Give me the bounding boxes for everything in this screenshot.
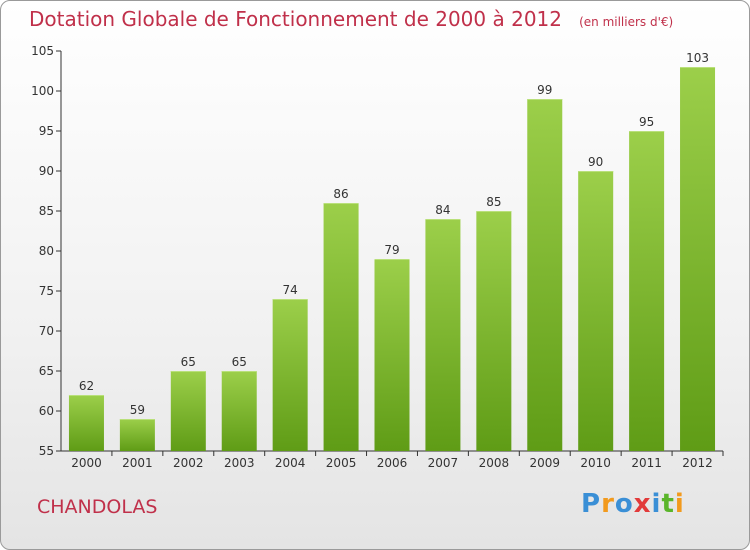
logo-letter: r bbox=[601, 489, 615, 519]
bar bbox=[527, 99, 563, 451]
bar bbox=[578, 171, 614, 451]
data-label: 62 bbox=[79, 379, 94, 393]
data-label: 99 bbox=[537, 83, 552, 97]
y-tick-label: 100 bbox=[31, 84, 54, 98]
bar bbox=[170, 371, 206, 451]
data-label: 84 bbox=[435, 203, 450, 217]
bar bbox=[425, 219, 461, 451]
y-tick-label: 80 bbox=[39, 244, 54, 258]
chart-unit-label: (en milliers d'€) bbox=[579, 15, 674, 29]
x-tick-label: 2008 bbox=[479, 456, 510, 470]
x-tick-label: 2012 bbox=[682, 456, 713, 470]
data-label: 65 bbox=[181, 355, 196, 369]
x-tick-label: 2005 bbox=[326, 456, 357, 470]
y-tick-label: 75 bbox=[39, 284, 54, 298]
data-label: 95 bbox=[639, 115, 654, 129]
data-label: 90 bbox=[588, 155, 603, 169]
x-tick-label: 2006 bbox=[377, 456, 408, 470]
proxiti-logo: Proxiti bbox=[581, 489, 685, 519]
data-label: 79 bbox=[384, 243, 399, 257]
data-label: 65 bbox=[232, 355, 247, 369]
commune-name: CHANDOLAS bbox=[37, 496, 158, 518]
x-tick-label: 2003 bbox=[224, 456, 255, 470]
y-tick-label: 90 bbox=[39, 164, 54, 178]
chart-title: Dotation Globale de Fonctionnement de 20… bbox=[29, 7, 562, 31]
y-tick-label: 60 bbox=[39, 404, 54, 418]
logo-letter: x bbox=[633, 489, 652, 519]
bar-chart: 55 60 65 70 75 80 85 90 95 100 105 2000 2001 2002 2003… bbox=[31, 44, 724, 470]
title-row: Dotation Globale de Fonctionnement de 20… bbox=[29, 7, 673, 31]
x-tick-label: 2000 bbox=[71, 456, 102, 470]
bar bbox=[629, 131, 665, 451]
data-label: 86 bbox=[333, 187, 348, 201]
bar bbox=[272, 299, 308, 451]
data-label: 74 bbox=[283, 283, 298, 297]
x-tick-label: 2009 bbox=[529, 456, 560, 470]
bars bbox=[68, 67, 716, 451]
data-label: 59 bbox=[130, 403, 145, 417]
x-tick-label: 2010 bbox=[580, 456, 611, 470]
x-tick-label: 2001 bbox=[122, 456, 153, 470]
bar bbox=[68, 395, 104, 451]
data-label: 103 bbox=[686, 51, 709, 65]
y-tick-label: 85 bbox=[39, 204, 54, 218]
x-tick-label: 2007 bbox=[428, 456, 459, 470]
bar bbox=[119, 419, 155, 451]
x-tick-label: 2011 bbox=[631, 456, 662, 470]
logo-letter: t bbox=[661, 489, 675, 519]
bar bbox=[374, 259, 410, 451]
logo-letter: P bbox=[581, 489, 602, 519]
bar bbox=[323, 203, 359, 451]
logo-letter: o bbox=[614, 489, 634, 519]
x-tick-label: 2004 bbox=[275, 456, 306, 470]
data-label: 85 bbox=[486, 195, 501, 209]
y-tick-label: 65 bbox=[39, 364, 54, 378]
y-tick-label: 105 bbox=[31, 44, 54, 58]
bar bbox=[221, 371, 257, 451]
x-tick-label: 2002 bbox=[173, 456, 204, 470]
data-labels: 62 59 65 65 74 86 79 84 85 99 90 95 103 bbox=[79, 51, 709, 417]
y-tick-label: 95 bbox=[39, 124, 54, 138]
bar bbox=[680, 67, 716, 451]
axes: 55 60 65 70 75 80 85 90 95 100 105 2000 2001 2002 2003… bbox=[31, 44, 724, 470]
logo-letter: i bbox=[651, 489, 662, 519]
y-tick-label: 70 bbox=[39, 324, 54, 338]
y-tick-label: 55 bbox=[39, 444, 54, 458]
bar bbox=[476, 211, 512, 451]
logo-letter: i bbox=[674, 489, 685, 519]
